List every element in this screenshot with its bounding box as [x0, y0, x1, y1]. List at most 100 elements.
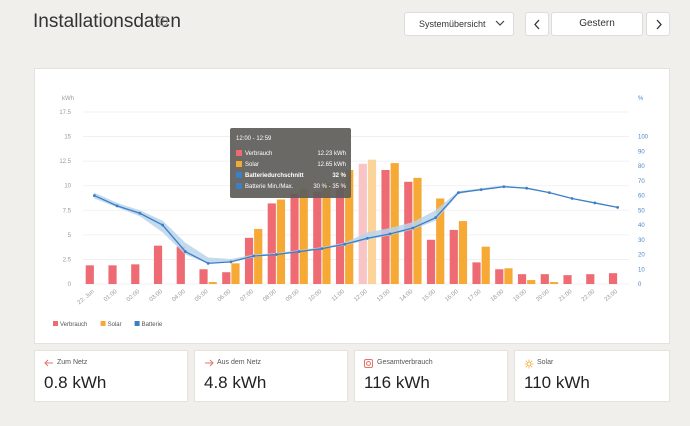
bar-solar	[549, 282, 559, 284]
arrow-right-icon	[205, 359, 214, 367]
tooltip-title: 12:00 - 12:59	[236, 136, 272, 142]
x-tick-label: 05:00	[194, 289, 210, 304]
battery-point	[92, 194, 96, 197]
bar-verbrauch	[449, 229, 458, 284]
y-right-tick-label: 100	[638, 135, 649, 141]
y-right-tick-label: 50	[638, 208, 645, 214]
tooltip-row-label: Solar	[245, 162, 259, 168]
legend-label: Verbrauch	[60, 322, 87, 328]
tile-total-consumption: Gesamtverbrauch 116 kWh	[354, 350, 508, 402]
tooltip-swatch	[236, 161, 242, 167]
tile-label: Gesamtverbrauch	[377, 359, 433, 366]
tooltip-row-value: 12.23 kWh	[317, 151, 346, 157]
consumption-icon	[364, 359, 373, 368]
y-right-tick-label: 70	[638, 179, 645, 185]
battery-point	[502, 185, 506, 189]
info-icon[interactable]: i	[158, 16, 168, 26]
y-left-tick-label: 15	[64, 135, 71, 141]
bar-verbrauch	[608, 273, 618, 284]
y-right-tick-label: 30	[638, 238, 645, 244]
y-left-tick-label: 2.5	[63, 257, 72, 263]
bar-verbrauch	[358, 163, 367, 284]
tooltip-box	[230, 128, 351, 198]
bar-solar	[481, 246, 490, 284]
battery-point	[547, 191, 551, 195]
y-left-tick-label: 17.5	[59, 110, 71, 116]
x-tick-label: 18:00	[490, 289, 506, 304]
x-tick-label: 22. Jun	[77, 289, 96, 306]
bar-verbrauch	[290, 193, 299, 284]
tooltip-swatch	[236, 172, 242, 178]
x-tick-label: 04:00	[171, 289, 187, 304]
tile-to-grid: Zum Netz 0.8 kWh	[34, 350, 188, 402]
tile-value: 0.8 kWh	[44, 373, 107, 392]
y-left-tick-label: 10	[64, 184, 71, 190]
energy-chart[interactable]: 0 2.5 5 7.5 10 12.5 15 17.5 kWh 0 10 20 30 40 50 60 70 80…	[35, 69, 671, 345]
battery-point	[252, 254, 256, 258]
previous-day-button[interactable]	[525, 12, 549, 36]
x-tick-label: 01:00	[103, 289, 119, 304]
x-tick-label: 09:00	[285, 289, 301, 304]
y-right-tick-label: 40	[638, 223, 645, 229]
bar-verbrauch	[85, 265, 94, 284]
x-tick-label: 03:00	[149, 289, 165, 304]
x-tick-label: 19:00	[513, 289, 529, 304]
bar-verbrauch	[495, 269, 504, 284]
bar-verbrauch	[517, 274, 527, 284]
legend-swatch	[134, 321, 140, 326]
bar-verbrauch	[586, 274, 595, 284]
y-left-tick-label: 5	[68, 233, 72, 239]
tile-value: 4.8 kWh	[204, 373, 267, 392]
bar-solar	[458, 221, 468, 284]
battery-point	[365, 236, 369, 240]
battery-point	[229, 260, 233, 264]
view-select[interactable]: Systemübersicht	[404, 12, 514, 36]
bar-solar	[436, 198, 445, 284]
chevron-left-icon	[534, 19, 540, 30]
next-day-button[interactable]	[646, 12, 670, 36]
battery-point	[274, 253, 278, 256]
x-tick-label: 23:00	[604, 289, 620, 304]
arrow-left-icon	[44, 359, 53, 367]
tooltip-swatch	[236, 150, 242, 156]
battery-point	[297, 250, 301, 253]
sun-icon	[524, 359, 534, 369]
battery-point	[479, 188, 483, 192]
x-tick-label: 10:00	[308, 289, 324, 304]
y-right-tick-label: 60	[638, 194, 645, 200]
battery-point	[183, 250, 187, 253]
x-tick-label: 22:00	[581, 289, 597, 304]
bar-solar	[208, 282, 217, 284]
x-tick-label: 20:00	[535, 289, 551, 304]
x-tick-label: 17:00	[467, 289, 483, 304]
bar-solar	[367, 159, 377, 284]
legend-swatch	[100, 321, 106, 326]
bar-verbrauch	[176, 246, 185, 284]
date-display[interactable]: Gestern	[551, 12, 643, 36]
bar-verbrauch	[108, 265, 117, 284]
page-title: Installationsdaten	[33, 11, 181, 32]
bar-solar	[504, 268, 513, 284]
x-tick-label: 06:00	[217, 289, 233, 304]
x-tick-label: 12:00	[353, 289, 369, 304]
tooltip: 12:00 - 12:59 Verbrauch 12.23 kWh Solar 12.6…	[230, 128, 351, 198]
tooltip-row-value: 12.65 kWh	[317, 162, 346, 168]
battery-point	[593, 201, 597, 205]
bar-verbrauch	[335, 186, 345, 284]
x-tick-label: 08:00	[262, 289, 278, 304]
bar-verbrauch	[244, 237, 254, 284]
battery-point	[525, 186, 529, 190]
chevron-down-icon	[495, 20, 505, 26]
bar-verbrauch	[426, 239, 436, 284]
battery-point	[456, 191, 460, 195]
battery-point	[434, 216, 438, 220]
battery-point	[206, 261, 210, 265]
bar-verbrauch	[199, 269, 208, 284]
legend-label: Batterie	[142, 322, 163, 328]
battery-point	[320, 247, 324, 251]
legend-swatch	[53, 321, 58, 326]
tooltip-row-label: Verbrauch	[245, 151, 272, 157]
tile-from-grid: Aus dem Netz 4.8 kWh	[194, 350, 348, 402]
y-left-axis-label: kWh	[62, 96, 74, 102]
tile-value: 110 kWh	[524, 373, 590, 392]
